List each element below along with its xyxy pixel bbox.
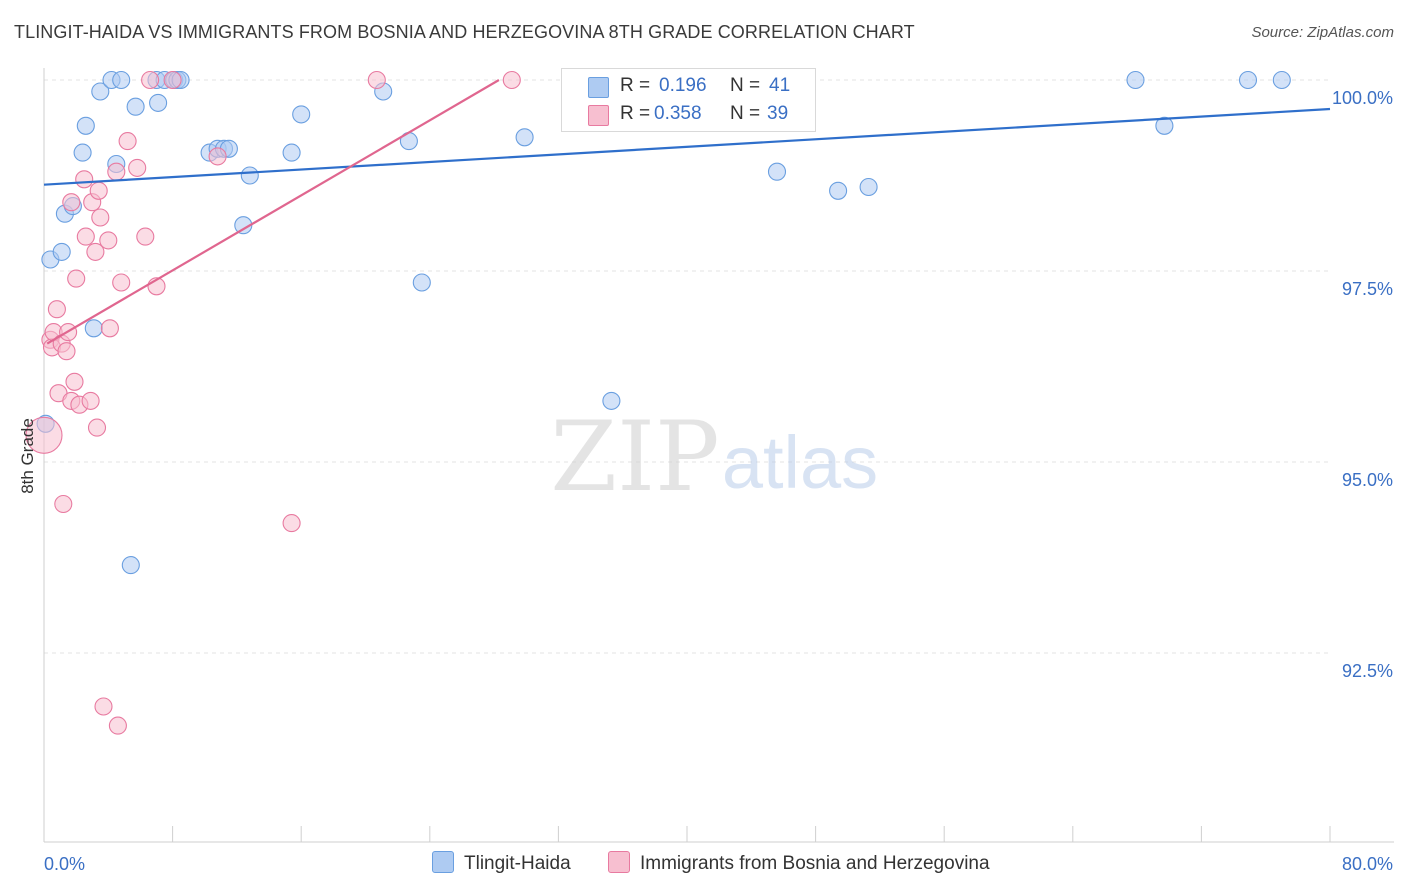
stats-row-tlingit: R = 0.196 N = 41: [562, 73, 815, 101]
stats-n-value: 41: [769, 75, 791, 96]
data-point: [76, 116, 95, 135]
watermark-atlas: atlas: [722, 421, 878, 504]
grid-lines: [44, 79, 1330, 654]
data-point: [100, 319, 119, 338]
data-point: [1238, 70, 1258, 90]
data-point: [108, 716, 127, 735]
data-point: [84, 319, 103, 338]
data-point: [65, 372, 84, 391]
data-point: [602, 391, 621, 410]
stats-r-label: R =: [620, 103, 651, 124]
data-point: [367, 70, 386, 90]
data-point: [75, 170, 94, 189]
data-points: [25, 70, 1291, 735]
data-point: [81, 391, 100, 410]
chart-title: TLINGIT-HAIDA VS IMMIGRANTS FROM BOSNIA …: [14, 22, 915, 42]
y-axis-label: 8th Grade: [18, 418, 37, 494]
series-bosnia: [25, 70, 521, 735]
x-tick-label: 0.0%: [44, 854, 85, 874]
y-tick-label: 95.0%: [1342, 470, 1393, 490]
stats-n-label: N =: [730, 75, 761, 96]
stats-swatch-tlingit: [588, 77, 609, 98]
data-point: [282, 514, 301, 533]
trend-lines: [43, 79, 1331, 345]
data-point: [89, 181, 108, 200]
data-point: [515, 128, 534, 147]
data-point: [86, 242, 105, 261]
legend-swatch-tlingit: [432, 851, 454, 873]
data-point: [57, 342, 76, 361]
data-point: [25, 416, 63, 454]
stats-box: R = 0.196 N = 41 R = 0.358 N = 39: [561, 68, 816, 132]
data-point: [240, 166, 259, 185]
x-tick-label: 80.0%: [1342, 854, 1393, 874]
data-point: [502, 70, 521, 90]
trend-line-bosnia: [46, 79, 500, 345]
data-point: [76, 227, 95, 246]
source-credit: Source: ZipAtlas.com: [1251, 24, 1394, 41]
legend-item-tlingit[interactable]: Tlingit-Haida: [432, 851, 571, 875]
data-point: [163, 70, 182, 90]
stats-swatch-bosnia: [588, 105, 609, 126]
legend-item-bosnia[interactable]: Immigrants from Bosnia and Herzegovina: [608, 851, 990, 875]
data-point: [136, 227, 155, 246]
stats-n-label: N =: [730, 103, 761, 124]
stats-r-value: 0.196: [659, 75, 707, 96]
data-point: [1155, 116, 1174, 135]
data-point: [94, 697, 113, 716]
data-point: [112, 70, 131, 90]
data-point: [282, 143, 301, 162]
data-point: [126, 97, 145, 116]
axes: [43, 68, 1394, 843]
tick-labels: 92.5% 95.0% 97.5% 100.0% 0.0% 80.0%: [44, 88, 1393, 874]
data-point: [62, 193, 81, 212]
watermark-zip: ZIP: [550, 401, 719, 513]
y-tick-label: 100.0%: [1332, 88, 1393, 108]
data-point: [292, 105, 311, 124]
data-point: [91, 208, 110, 227]
data-point: [859, 177, 878, 197]
data-point: [73, 143, 92, 162]
data-point: [47, 300, 66, 319]
data-point: [412, 273, 431, 292]
data-point: [1126, 70, 1145, 90]
data-point: [91, 82, 110, 101]
data-point: [149, 93, 168, 112]
legend-label-tlingit: Tlingit-Haida: [464, 853, 571, 874]
legend-label-bosnia: Immigrants from Bosnia and Herzegovina: [640, 853, 990, 874]
data-point: [52, 242, 71, 261]
data-point: [107, 162, 126, 181]
data-point: [99, 231, 118, 250]
data-point: [1272, 70, 1291, 90]
stats-r-label: R =: [620, 75, 651, 96]
y-tick-label: 97.5%: [1342, 279, 1393, 299]
data-point: [87, 418, 107, 437]
data-point: [829, 181, 848, 200]
trend-line-tlingit: [43, 107, 1331, 186]
data-point: [767, 162, 787, 181]
data-point: [118, 132, 137, 151]
data-point: [54, 494, 73, 514]
data-point: [208, 147, 227, 166]
y-tick-label: 92.5%: [1342, 661, 1393, 681]
stats-r-value: 0.358: [654, 103, 702, 124]
data-point: [112, 273, 131, 292]
data-point: [141, 70, 160, 90]
data-point: [128, 158, 147, 177]
data-point: [121, 556, 140, 575]
stats-n-value: 39: [767, 103, 789, 124]
data-point: [67, 269, 86, 288]
stats-row-bosnia: R = 0.358 N = 39: [562, 101, 815, 129]
legend-swatch-bosnia: [608, 851, 630, 873]
watermark: ZIP atlas: [550, 401, 878, 513]
